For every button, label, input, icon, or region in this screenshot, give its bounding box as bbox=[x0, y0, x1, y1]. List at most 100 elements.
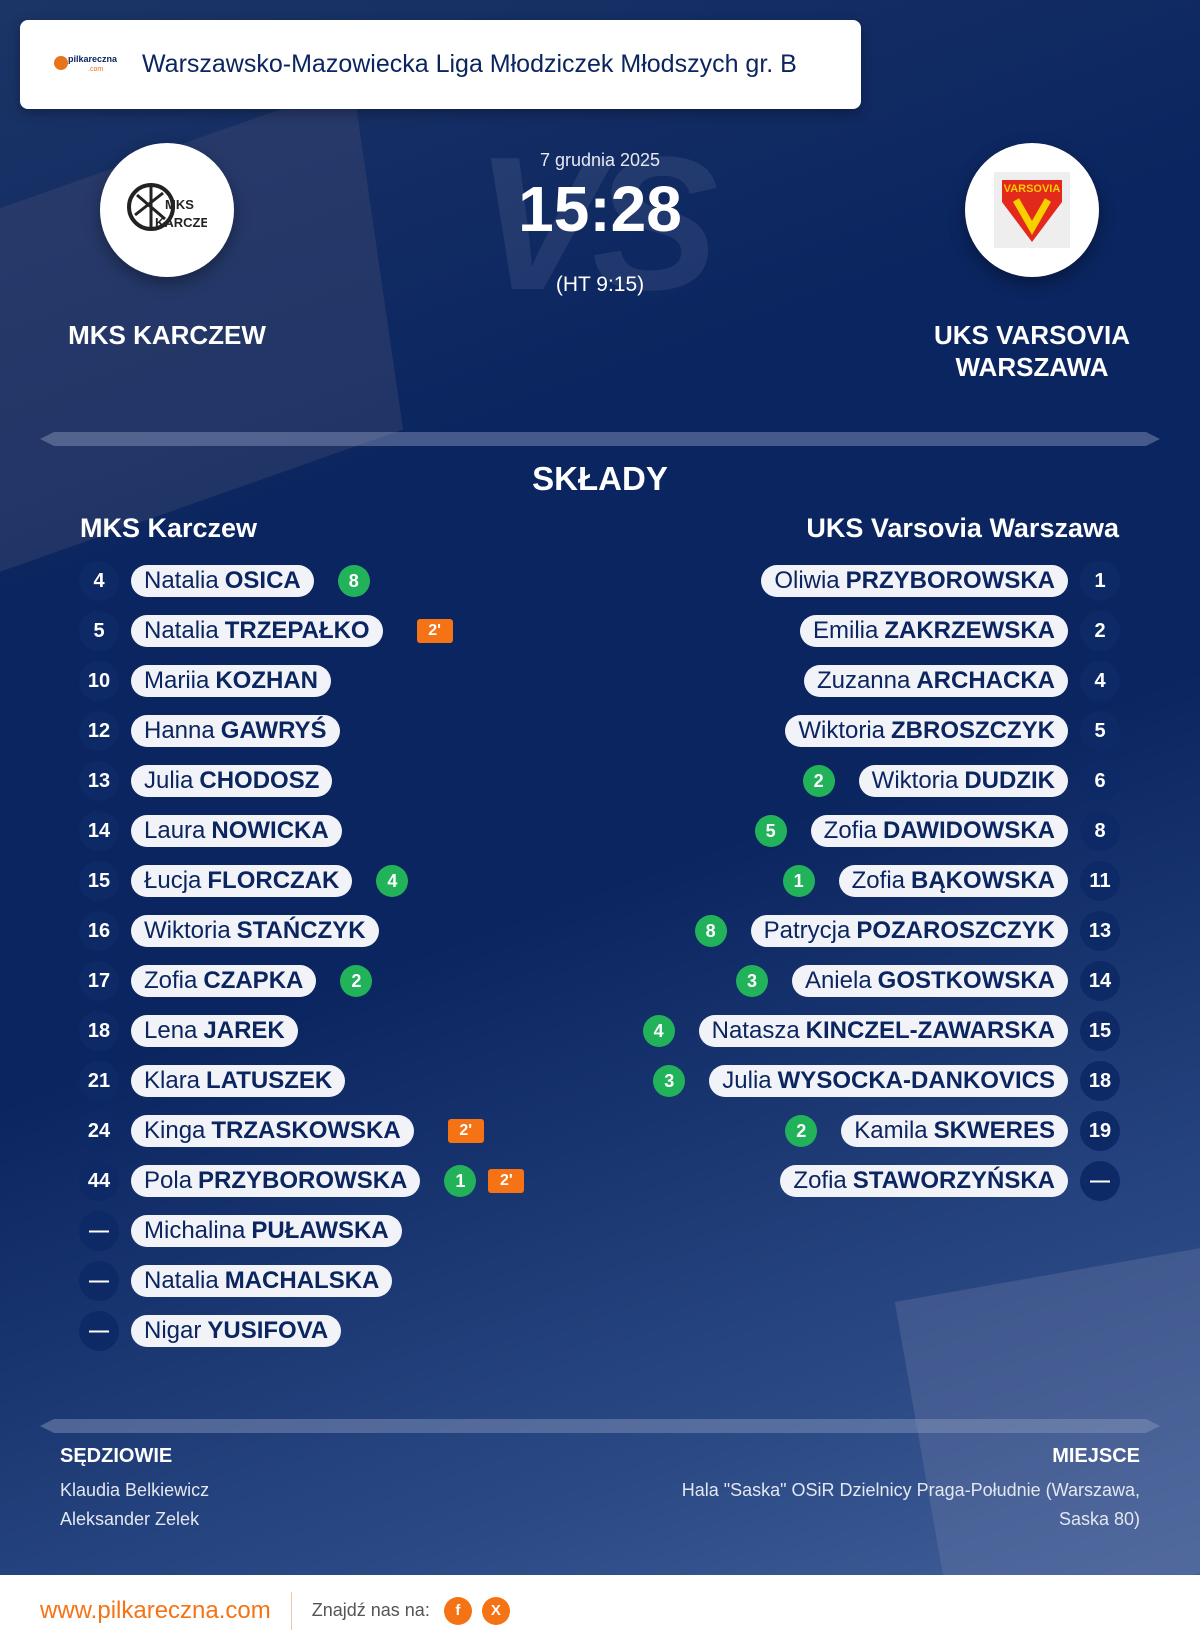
venue-section: MIEJSCE Hala "Saska" OSiR Dzielnicy Prag… bbox=[682, 1445, 1140, 1534]
player-row: 5 Natalia TRZEPAŁKO 2' bbox=[79, 606, 524, 656]
player-row: — Natalia MACHALSKA bbox=[79, 1256, 524, 1306]
vs-watermark: VS bbox=[475, 118, 718, 330]
find-us-label: Znajdź nas na: bbox=[311, 1600, 430, 1620]
x-icon[interactable]: X bbox=[481, 1596, 510, 1625]
shirt-number: 16 bbox=[79, 911, 119, 951]
player-first-name: Mariia bbox=[144, 667, 210, 694]
player-row: 8 Zofia DAWIDOWSKA 5 bbox=[643, 806, 1120, 856]
player-name[interactable]: Emilia ZAKRZEWSKA bbox=[800, 615, 1068, 647]
player-row: 13 Patrycja POZAROSZCZYK 8 bbox=[643, 906, 1120, 956]
player-name[interactable]: Zofia DAWIDOWSKA bbox=[810, 815, 1068, 847]
player-row: 15 Natasza KINCZEL-ZAWARSKA 4 bbox=[642, 1006, 1120, 1056]
suspension-badge: 2' bbox=[416, 619, 453, 643]
player-name[interactable]: Zofia BĄKOWSKA bbox=[838, 865, 1068, 897]
player-first-name: Laura bbox=[144, 817, 206, 844]
officials-title: SĘDZIOWIE bbox=[60, 1445, 173, 1467]
player-last-name: YUSIFOVA bbox=[207, 1317, 329, 1344]
player-name[interactable]: Natalia OSICA bbox=[131, 565, 314, 597]
player-name[interactable]: Zofia CZAPKA bbox=[131, 965, 317, 997]
player-row: 14 Aniela GOSTKOWSKA 3 bbox=[643, 956, 1120, 1006]
player-name[interactable]: Zuzanna ARCHACKA bbox=[803, 665, 1068, 697]
player-first-name: Zofia bbox=[144, 967, 198, 994]
player-row: 17 Zofia CZAPKA 2 bbox=[79, 956, 524, 1006]
player-name[interactable]: Natasza KINCZEL-ZAWARSKA bbox=[698, 1015, 1068, 1047]
site-logo[interactable]: pilkareczna .com bbox=[54, 52, 118, 78]
player-first-name: Pola bbox=[144, 1167, 193, 1194]
facebook-icon[interactable]: f bbox=[443, 1596, 472, 1625]
player-name[interactable]: Julia WYSOCKA-DANKOVICS bbox=[709, 1065, 1068, 1097]
home-team-name: MKS KARCZEW bbox=[68, 320, 266, 350]
footer: www.pilkareczna.com Znajdź nas na: f X bbox=[0, 1575, 1200, 1646]
suspension-badge: 2' bbox=[447, 1119, 484, 1143]
player-row: 18 Julia WYSOCKA-DANKOVICS 3 bbox=[643, 1056, 1120, 1106]
player-name[interactable]: Oliwia PRZYBOROWSKA bbox=[761, 565, 1068, 597]
player-first-name: Zuzanna bbox=[816, 667, 911, 694]
officials-section: SĘDZIOWIE Klaudia Belkiewicz Aleksander … bbox=[60, 1445, 209, 1534]
away-team-name: UKS VARSOVIA WARSZAWA bbox=[934, 320, 1130, 382]
player-row: 14 Laura NOWICKA bbox=[79, 806, 524, 856]
player-last-name: KINCZEL-ZAWARSKA bbox=[805, 1017, 1055, 1044]
player-name[interactable]: Julia CHODOSZ bbox=[131, 765, 333, 797]
player-name[interactable]: Michalina PUŁAWSKA bbox=[131, 1215, 402, 1247]
goals-badge: 2 bbox=[785, 1115, 818, 1147]
player-name[interactable]: Natalia MACHALSKA bbox=[131, 1265, 393, 1297]
shirt-number: — bbox=[79, 1311, 119, 1351]
player-last-name: GAWRYŚ bbox=[220, 717, 327, 744]
player-name[interactable]: Patrycja POZAROSZCZYK bbox=[750, 915, 1068, 947]
shirt-number: 15 bbox=[79, 861, 119, 901]
player-row: 4 Natalia OSICA 8 bbox=[79, 556, 524, 606]
player-first-name: Kinga bbox=[144, 1117, 206, 1144]
player-name[interactable]: Kinga TRZASKOWSKA bbox=[131, 1115, 414, 1147]
player-row: 24 Kinga TRZASKOWSKA 2' bbox=[79, 1106, 524, 1156]
player-name[interactable]: Klara LATUSZEK bbox=[131, 1065, 346, 1097]
player-name[interactable]: Hanna GAWRYŚ bbox=[131, 715, 340, 747]
player-name[interactable]: Pola PRZYBOROWSKA bbox=[131, 1165, 421, 1197]
match-date: 7 grudnia 2025 bbox=[539, 150, 661, 170]
player-last-name: OSICA bbox=[224, 567, 301, 594]
player-name[interactable]: Łucja FLORCZAK bbox=[131, 865, 353, 897]
official-name: Aleksander Zelek bbox=[60, 1509, 200, 1529]
player-first-name: Nigar bbox=[144, 1317, 202, 1344]
player-name[interactable]: Zofia STAWORZYŃSKA bbox=[780, 1165, 1068, 1197]
match-card: VS pilkareczna .com Warszawsko-Mazowiecka… bbox=[0, 0, 1200, 1575]
goals-badge: 8 bbox=[337, 565, 370, 597]
player-first-name: Wiktoria bbox=[798, 717, 885, 744]
player-name[interactable]: Aniela GOSTKOWSKA bbox=[791, 965, 1068, 997]
player-last-name: ARCHACKA bbox=[916, 667, 1055, 694]
player-last-name: FLORCZAK bbox=[207, 867, 340, 894]
player-first-name: Wiktoria bbox=[144, 917, 231, 944]
player-first-name: Zofia bbox=[851, 867, 905, 894]
player-name[interactable]: Natalia TRZEPAŁKO bbox=[131, 615, 383, 647]
player-name[interactable]: Mariia KOZHAN bbox=[131, 665, 331, 697]
player-first-name: Natalia bbox=[144, 1267, 219, 1294]
goals-badge: 3 bbox=[653, 1065, 686, 1097]
player-last-name: ZAKRZEWSKA bbox=[884, 617, 1055, 644]
player-row: 19 Kamila SKWERES 2 bbox=[643, 1106, 1120, 1156]
player-row: 1 Oliwia PRZYBOROWSKA bbox=[643, 556, 1120, 606]
player-row: 18 Lena JAREK bbox=[79, 1006, 524, 1056]
player-first-name: Łucja bbox=[144, 867, 202, 894]
shirt-number: 10 bbox=[79, 661, 119, 701]
player-last-name: TRZEPAŁKO bbox=[224, 617, 370, 644]
player-first-name: Aniela bbox=[804, 967, 872, 994]
player-first-name: Natalia bbox=[144, 567, 219, 594]
player-first-name: Julia bbox=[144, 767, 194, 794]
player-name[interactable]: Laura NOWICKA bbox=[131, 815, 342, 847]
player-name[interactable]: Wiktoria DUDZIK bbox=[858, 765, 1068, 797]
player-name[interactable]: Kamila SKWERES bbox=[841, 1115, 1068, 1147]
site-link[interactable]: www.pilkareczna.com bbox=[40, 1591, 292, 1630]
shirt-number: 13 bbox=[79, 761, 119, 801]
player-row: — Zofia STAWORZYŃSKA bbox=[643, 1156, 1120, 1206]
player-name[interactable]: Wiktoria ZBROSZCZYK bbox=[785, 715, 1068, 747]
player-row: 12 Hanna GAWRYŚ bbox=[79, 706, 524, 756]
player-name[interactable]: Wiktoria STAŃCZYK bbox=[131, 915, 379, 947]
player-first-name: Hanna bbox=[144, 717, 215, 744]
halftime-score: (HT 9:15) bbox=[555, 273, 645, 296]
player-first-name: Michalina bbox=[144, 1217, 246, 1244]
shirt-number: 4 bbox=[79, 561, 119, 601]
shirt-number: 44 bbox=[79, 1161, 119, 1201]
player-first-name: Emilia bbox=[813, 617, 879, 644]
shirt-number: 17 bbox=[79, 961, 119, 1001]
player-name[interactable]: Nigar YUSIFOVA bbox=[131, 1315, 342, 1347]
player-name[interactable]: Lena JAREK bbox=[131, 1015, 298, 1047]
